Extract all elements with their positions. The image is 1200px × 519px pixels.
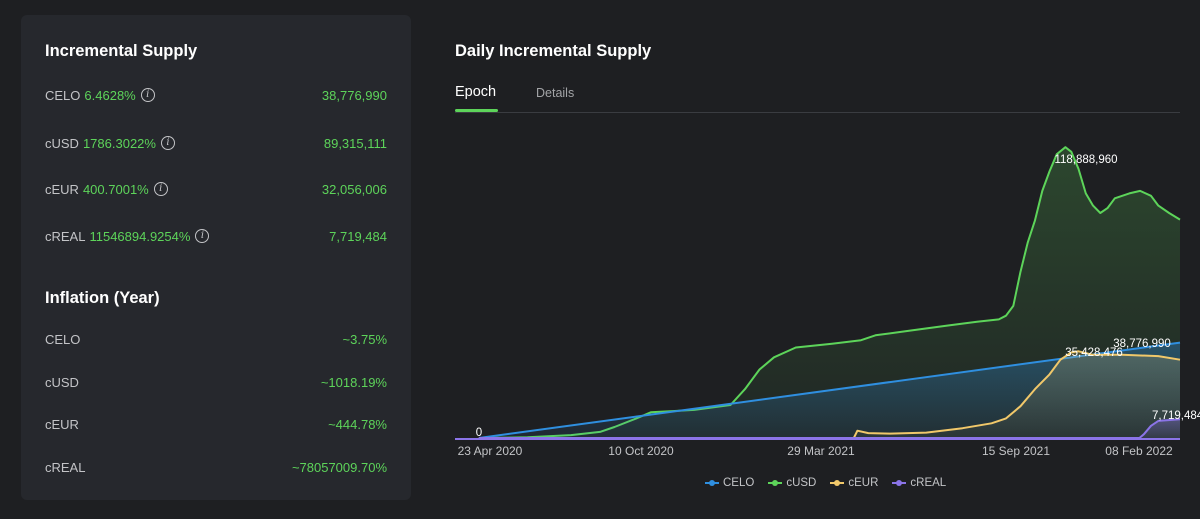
incremental-row-creal: cREAL 11546894.9254% i 7,719,484 — [45, 226, 387, 246]
token-name: cEUR — [45, 416, 79, 432]
token-name: CELO — [45, 87, 81, 103]
x-tick-label: 08 Feb 2022 — [1105, 444, 1173, 458]
data-label-celo: 38,776,990 — [1113, 338, 1171, 350]
inflation-title: Inflation (Year) — [45, 289, 160, 307]
data-label-cusd: 118,888,960 — [1054, 154, 1117, 166]
incremental-row-celo: CELO 6.4628% i 38,776,990 — [45, 85, 387, 105]
legend-item-celo[interactable]: CELO — [705, 477, 754, 489]
inflation-row-celo: CELO ~3.75% — [45, 329, 387, 349]
chart-legend: CELO cUSD cEUR cREAL — [705, 477, 946, 489]
token-name: cEUR — [45, 181, 79, 197]
incremental-label-creal: cREAL 11546894.9254% i — [45, 228, 210, 244]
series-line-ceur — [478, 350, 1181, 439]
x-tick-label: 29 Mar 2021 — [787, 444, 855, 458]
x-tick-label: 10 Oct 2020 — [608, 444, 674, 458]
tab-details[interactable]: Details — [536, 86, 575, 100]
area-cusd — [478, 147, 1180, 438]
tab-active-indicator — [455, 109, 498, 112]
inflation-value: ~3.75% — [342, 331, 387, 347]
legend-item-ceur[interactable]: cEUR — [830, 477, 878, 489]
info-icon[interactable]: i — [153, 182, 168, 196]
supply-value: 32,056,006 — [321, 181, 387, 197]
inflation-row-creal: cREAL ~78057009.70% — [45, 457, 387, 477]
token-name: CELO — [45, 331, 81, 347]
x-tick-label: 15 Sep 2021 — [982, 444, 1050, 458]
x-tick-label: 23 Apr 2020 — [458, 444, 523, 458]
legend-label: cREAL — [910, 477, 947, 489]
token-name: cUSD — [45, 374, 79, 390]
supply-percent: 400.7001% — [82, 181, 149, 197]
supply-value: 89,315,111 — [323, 135, 387, 151]
info-icon[interactable]: i — [160, 136, 175, 150]
inflation-value: ~1018.19% — [320, 374, 387, 390]
info-icon[interactable]: i — [195, 229, 210, 243]
incremental-label-cusd: cUSD 1786.3022% i — [45, 136, 175, 151]
supply-percent: 11546894.9254% — [89, 228, 191, 244]
incremental-supply-title: Incremental Supply — [45, 42, 198, 60]
incremental-label-ceur: cEUR 400.7001% i — [45, 182, 168, 197]
incremental-label-celo: CELO 6.4628% i — [45, 88, 155, 103]
data-label-creal: 7,719,484 — [1152, 410, 1200, 422]
legend-label: CELO — [723, 477, 755, 489]
token-name: cREAL — [45, 459, 86, 475]
chart-title: Daily Incremental Supply — [455, 42, 652, 60]
incremental-row-ceur: cEUR 400.7001% i 32,056,006 — [45, 179, 387, 199]
inflation-row-ceur: cEUR ~444.78% — [45, 414, 387, 434]
tab-divider — [455, 112, 1180, 113]
legend-item-cusd[interactable]: cUSD — [768, 477, 816, 489]
token-name: cUSD — [45, 135, 79, 151]
info-icon[interactable]: i — [140, 88, 155, 102]
legend-marker-celo — [705, 478, 719, 488]
inflation-row-cusd: cUSD ~1018.19% — [45, 372, 387, 392]
legend-item-creal[interactable]: cREAL — [892, 477, 946, 489]
supply-panel: Incremental Supply CELO 6.4628% i 38,776… — [21, 15, 411, 500]
data-label-ceur: 35,428,476 — [1065, 347, 1123, 359]
supply-percent: 1786.3022% — [82, 135, 156, 151]
inflation-value: ~444.78% — [328, 416, 387, 432]
supply-percent: 6.4628% — [84, 87, 136, 103]
legend-label: cEUR — [848, 477, 879, 489]
incremental-row-cusd: cUSD 1786.3022% i 89,315,111 — [45, 133, 387, 153]
inflation-value: ~78057009.70% — [291, 459, 387, 475]
area-ceur — [478, 351, 1180, 438]
legend-label: cUSD — [786, 477, 817, 489]
supply-value: 38,776,990 — [321, 87, 387, 103]
data-label-start: 0 — [476, 427, 482, 439]
legend-marker-cusd — [768, 478, 783, 488]
supply-value: 7,719,484 — [329, 228, 387, 244]
token-name: cREAL — [45, 228, 86, 244]
legend-marker-ceur — [830, 478, 845, 488]
legend-marker-creal — [892, 478, 907, 488]
tab-epoch[interactable]: Epoch — [455, 84, 497, 100]
